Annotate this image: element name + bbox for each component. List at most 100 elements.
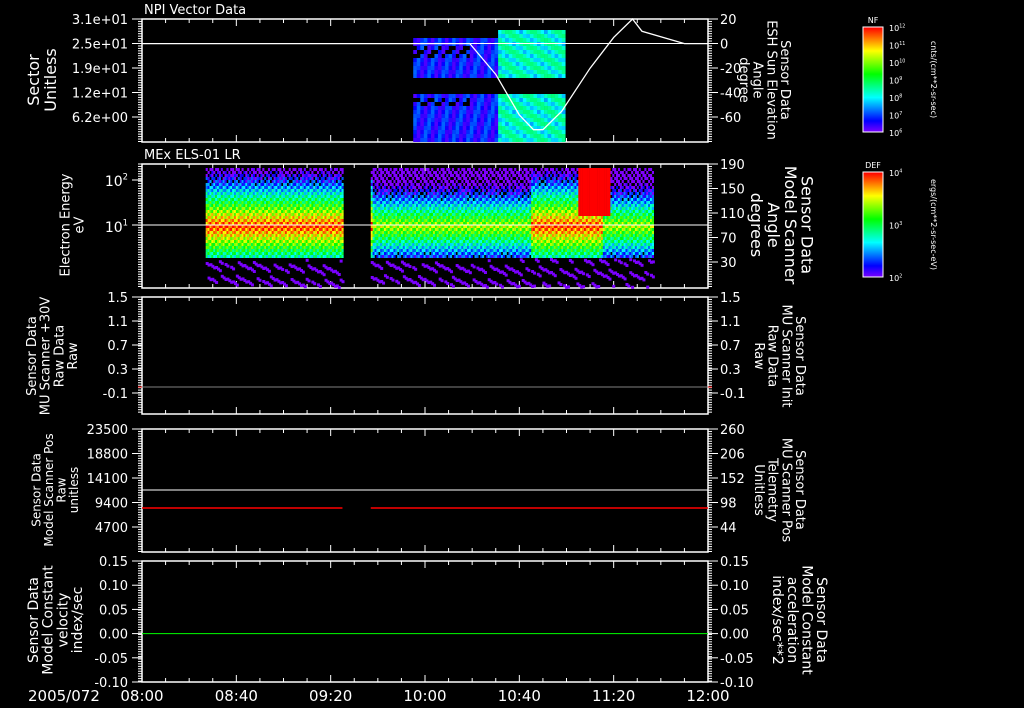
heatmap-cell — [547, 114, 552, 118]
spectrogram-cell — [241, 174, 244, 177]
spectrogram-cell — [205, 234, 208, 237]
spectrogram-cell — [254, 192, 257, 195]
spectrogram-cell — [391, 263, 395, 267]
heatmap-cell — [413, 126, 417, 130]
spectrogram-cell — [273, 243, 276, 246]
heatmap-cell — [423, 122, 428, 126]
heatmap-cell — [554, 106, 559, 110]
spectrogram-cell — [262, 219, 265, 222]
spectrogram-cell — [207, 210, 210, 213]
spectrogram-cell — [330, 192, 333, 195]
spectrogram-cell — [318, 192, 321, 195]
heatmap-cell — [437, 98, 442, 102]
spectrogram-cell — [260, 240, 263, 243]
spectrogram-cell — [326, 255, 329, 258]
heatmap-cell — [480, 114, 485, 118]
spectrogram-cell — [332, 201, 335, 204]
spectrogram-cell — [267, 195, 271, 198]
spectrogram-cell — [397, 198, 400, 201]
spectrogram-cell — [391, 249, 394, 252]
spectrogram-cell — [222, 171, 225, 174]
spectrogram-cell — [434, 231, 438, 234]
spectrogram-cell — [290, 201, 293, 204]
spectrogram-cell — [301, 180, 305, 183]
spectrogram-cell — [370, 237, 373, 240]
spectrogram-cell — [427, 249, 430, 252]
heatmap-cell — [526, 74, 531, 78]
spectrogram-cell — [292, 207, 295, 210]
heatmap-cell — [462, 74, 467, 78]
spectrogram-cell — [400, 195, 404, 198]
spectrogram-cell — [286, 246, 289, 249]
spectrogram-cell — [232, 189, 235, 192]
spectrogram-cell — [339, 249, 342, 252]
y-tick-label: 101 — [105, 218, 128, 236]
spectrogram-cell — [205, 195, 208, 198]
spectrogram-cell — [395, 222, 398, 225]
heatmap-cell — [544, 114, 548, 118]
heatmap-cell — [522, 50, 527, 54]
spectrogram-cell — [408, 265, 412, 268]
spectrogram-cell — [213, 237, 216, 240]
spectrogram-cell — [402, 207, 405, 210]
spectrogram-cell — [419, 186, 422, 189]
spectrogram-cell — [258, 246, 261, 249]
spectrogram-cell — [262, 213, 265, 216]
heatmap-cell — [473, 134, 478, 138]
spectrogram-cell — [391, 225, 394, 228]
spectrogram-cell — [207, 189, 210, 192]
spectrogram-cell — [220, 240, 223, 243]
spectrogram-cell — [228, 204, 231, 207]
spectrogram-cell — [284, 249, 288, 252]
heatmap-cell — [515, 106, 520, 110]
spectrogram-cell — [326, 204, 329, 207]
spectrogram-cell — [378, 216, 381, 219]
spectrogram-cell — [341, 255, 344, 258]
spectrogram-cell — [258, 192, 261, 195]
spectrogram-cell — [290, 265, 294, 268]
spectrogram-cell — [387, 262, 391, 266]
spectrogram-cell — [284, 207, 288, 210]
spectrogram-cell — [423, 277, 427, 281]
spectrogram-cell — [303, 198, 306, 201]
spectrogram-cell — [425, 195, 428, 198]
heatmap-cell — [519, 74, 524, 78]
spectrogram-cell — [247, 213, 250, 216]
spectrogram-cell — [260, 249, 263, 252]
spectrogram-cell — [288, 207, 291, 210]
spectrogram-cell — [429, 192, 432, 195]
spectrogram-cell — [419, 237, 422, 240]
spectrogram-cell — [414, 192, 417, 195]
spectrogram-cell — [328, 198, 331, 201]
heatmap-cell — [551, 54, 555, 58]
spectrogram-cell — [232, 280, 236, 284]
spectrogram-cell — [389, 216, 392, 219]
spectrogram-cell — [318, 207, 321, 210]
spectrogram-cell — [416, 189, 419, 192]
spectrogram-cell — [256, 177, 259, 180]
spectrogram-cell — [318, 231, 321, 234]
spectrogram-cell — [307, 231, 310, 234]
spectrogram-cell — [275, 204, 278, 207]
spectrogram-cell — [425, 174, 428, 177]
spectrogram-cell — [399, 189, 402, 192]
heatmap-cell — [551, 122, 555, 126]
spectrogram-cell — [393, 246, 396, 249]
spectrogram-cell — [328, 216, 331, 219]
spectrogram-cell — [260, 246, 263, 249]
heatmap-cell — [416, 134, 421, 138]
spectrogram-cell — [378, 174, 381, 177]
spectrogram-cell — [414, 252, 417, 255]
spectrogram-cell — [247, 210, 250, 213]
spectrogram-cell — [241, 207, 244, 210]
spectrogram-cell — [209, 222, 212, 225]
heatmap-cell — [491, 118, 495, 122]
heatmap-cell — [480, 58, 485, 62]
heatmap-cell — [551, 74, 555, 78]
spectrogram-cell — [419, 207, 422, 210]
spectrogram-cell — [429, 234, 432, 237]
heatmap-cell — [473, 106, 478, 110]
spectrogram-cell — [427, 225, 430, 228]
spectrogram-cell — [416, 231, 419, 234]
heatmap-cell — [469, 102, 474, 106]
